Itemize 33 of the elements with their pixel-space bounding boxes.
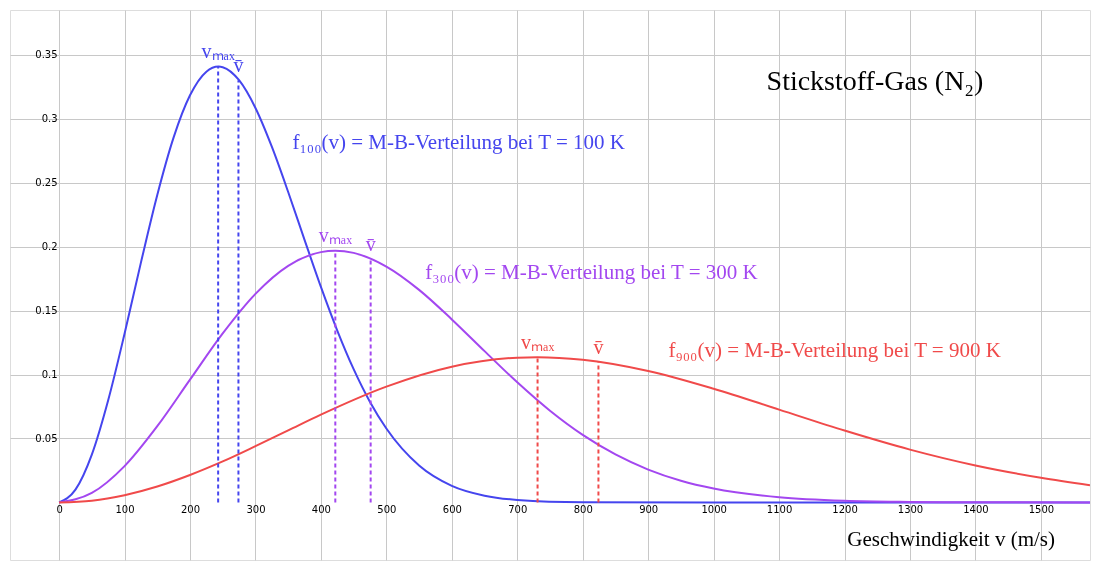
x-tick-label: 0 (56, 503, 63, 515)
series-label: v̄ (365, 233, 376, 256)
series-label: vₘₐₓ (520, 331, 555, 354)
series-label: v̄ (593, 335, 604, 358)
x-tick-label: 1300 (897, 503, 924, 515)
x-tick-label: 1400 (963, 503, 989, 515)
y-tick-label: 0.35 (35, 49, 58, 61)
y-tick-label: 0.3 (41, 113, 58, 125)
series-label: f₃₀₀(v) = M-B-Verteilung bei T = 300 K (425, 259, 758, 284)
y-tick-label: 0.1 (41, 369, 58, 381)
y-tick-label: 0.05 (35, 432, 58, 444)
x-axis-title: Geschwindigkeit v (m/s) (847, 527, 1055, 551)
x-tick-label: 300 (246, 503, 266, 515)
x-tick-label: 700 (508, 503, 528, 515)
x-tick-label: 1500 (1028, 503, 1055, 515)
text: Stickstoff-Gas (N₂) (766, 65, 984, 96)
series-label: f₉₀₀(v) = M-B-Verteilung bei T = 900 K (668, 338, 1001, 363)
series-label: vₘₐₓ (201, 40, 235, 63)
x-tick-label: 200 (180, 503, 201, 515)
y-tick-label: 0.25 (35, 177, 58, 189)
y-tick-label: 0.15 (35, 305, 58, 317)
y-tick-label: 0.2 (41, 241, 58, 253)
x-tick-label: 1100 (766, 503, 793, 515)
series-label: f₁₀₀(v) = M-B-Verteilung bei T = 100 K (292, 129, 625, 154)
series-label: vₘₐₓ (318, 224, 353, 247)
x-tick-label: 400 (311, 503, 331, 515)
x-tick-label: 500 (377, 503, 397, 515)
x-tick-label: 1200 (832, 503, 858, 515)
x-tick-label: 1000 (701, 503, 727, 515)
x-tick-label: 600 (442, 503, 462, 515)
x-tick-label: 100 (115, 503, 135, 515)
x-tick-label: 800 (573, 503, 593, 515)
x-tick-label: 900 (639, 503, 659, 515)
